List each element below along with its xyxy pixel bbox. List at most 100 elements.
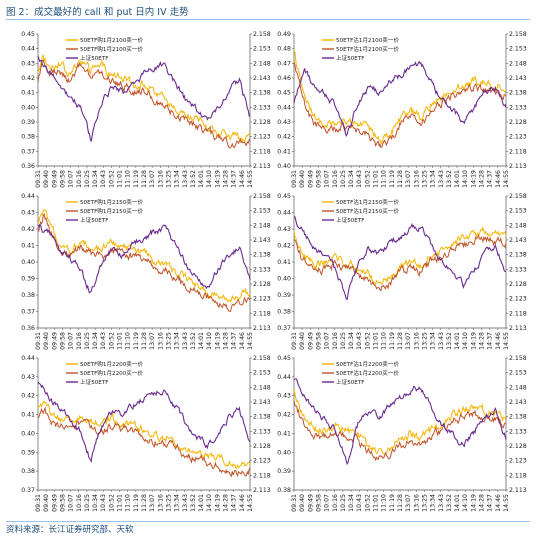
x-tick-label: 14:55 <box>247 332 254 350</box>
y-tick-label: 0.37 <box>21 148 35 155</box>
y2-tick-label: 2.118 <box>253 472 271 479</box>
y-tick-label: 0.44 <box>277 210 291 217</box>
x-tick-label: 14:01 <box>454 332 461 350</box>
y-tick-label: 0.41 <box>277 259 291 266</box>
y2-tick-label: 2.143 <box>253 399 271 406</box>
x-tick-label: 13:43 <box>438 170 445 188</box>
y2-tick-label: 2.153 <box>509 46 527 53</box>
x-tick-label: 11:10 <box>381 332 388 350</box>
y2-tick-label: 2.118 <box>253 310 271 317</box>
y2-tick-label: 2.143 <box>253 237 271 244</box>
y-tick-label: 0.45 <box>277 193 291 200</box>
x-tick-label: 11:01 <box>117 332 124 350</box>
x-tick-label: 11:28 <box>141 332 148 350</box>
x-tick-label: 10:52 <box>108 494 115 512</box>
y2-tick-label: 2.128 <box>509 443 527 450</box>
x-tick-label: 13:07 <box>405 494 412 512</box>
chart-panel-put-2200: 0.38 0.39 0.40 0.41 0.42 0.43 0.44 0.45 2.113 2.1… <box>277 355 527 512</box>
y2-tick-label: 2.138 <box>509 414 527 421</box>
y2-tick-label: 2.153 <box>253 208 271 215</box>
y2-tick-label: 2.118 <box>253 148 271 155</box>
y2-tick-label: 2.133 <box>253 428 271 435</box>
y-tick-label: 0.39 <box>21 276 35 283</box>
x-tick-label: 11:01 <box>373 332 380 350</box>
x-tick-label: 09:49 <box>51 494 58 512</box>
x-tick-label: 11:19 <box>389 332 396 350</box>
x-tick-label: 13:16 <box>413 494 420 512</box>
x-tick-label: 14:46 <box>495 170 502 188</box>
x-tick-label: 13:34 <box>174 332 181 350</box>
y2-tick-label: 2.143 <box>253 75 271 82</box>
x-tick-label: 13:16 <box>413 332 420 350</box>
x-tick-label: 10:07 <box>68 170 75 188</box>
x-tick-label: 13:52 <box>190 332 197 350</box>
y2-tick-label: 2.158 <box>509 355 527 362</box>
y2-tick-label: 2.123 <box>509 134 527 141</box>
legend-label-index: 上证50ETF <box>80 216 108 224</box>
source-note: 资料来源：长江证券研究部、天软 <box>6 525 134 535</box>
y-tick-label: 0.39 <box>277 292 291 299</box>
x-tick-label: 09:40 <box>299 332 306 350</box>
y-tick-label: 0.36 <box>21 163 35 170</box>
x-tick-label: 14:37 <box>487 170 494 188</box>
x-tick-label: 09:58 <box>315 494 322 512</box>
x-tick-label: 13:07 <box>149 332 156 350</box>
chart-panel-call-2200: 0.37 0.38 0.39 0.40 0.41 0.42 0.43 0.44 2.113 2.1… <box>21 355 271 512</box>
y-tick-label: 0.38 <box>277 487 291 494</box>
legend-label-sell: 50ETF沽1月2200卖一价 <box>336 360 399 368</box>
legend-label-buy: 50ETF购1月2100买一价 <box>80 45 143 53</box>
figure-title: 图 2：成交最好的 call 和 put 日内 IV 走势 <box>6 7 189 18</box>
y-tick-label: 0.38 <box>21 134 35 141</box>
x-tick-label: 13:43 <box>182 170 189 188</box>
series-line-buy <box>293 233 507 292</box>
y-tick-label: 0.42 <box>21 393 35 400</box>
x-tick-label: 11:19 <box>389 494 396 512</box>
y-tick-label: 0.45 <box>277 90 291 97</box>
x-tick-label: 09:49 <box>51 170 58 188</box>
x-tick-label: 10:52 <box>364 332 371 350</box>
y2-tick-label: 2.133 <box>509 266 527 273</box>
x-tick-label: 13:43 <box>182 332 189 350</box>
y2-tick-label: 2.123 <box>253 296 271 303</box>
y2-tick-label: 2.118 <box>509 310 527 317</box>
x-tick-label: 11:10 <box>125 170 132 188</box>
y2-tick-label: 2.153 <box>509 208 527 215</box>
x-tick-label: 11:01 <box>117 170 124 188</box>
x-tick-label: 13:25 <box>421 494 428 512</box>
x-tick-label: 09:31 <box>35 170 42 188</box>
series-line-sell <box>293 226 507 286</box>
y2-tick-label: 2.113 <box>253 325 271 332</box>
x-tick-label: 14:01 <box>198 494 205 512</box>
x-tick-label: 11:19 <box>389 170 396 188</box>
x-tick-label: 10:07 <box>324 170 331 188</box>
y-tick-label: 0.37 <box>21 309 35 316</box>
x-tick-label: 14:28 <box>479 170 486 188</box>
x-tick-label: 14:19 <box>470 332 477 350</box>
x-tick-label: 13:52 <box>190 494 197 512</box>
x-tick-label: 14:37 <box>487 332 494 350</box>
x-tick-label: 13:25 <box>421 170 428 188</box>
series-line-buy <box>293 61 507 148</box>
y2-tick-label: 2.113 <box>253 163 271 170</box>
x-tick-label: 14:46 <box>495 494 502 512</box>
legend-label-buy: 50ETF购1月2200买一价 <box>80 369 143 377</box>
legend-label-sell: 50ETF沽1月2150卖一价 <box>336 198 399 206</box>
y2-tick-label: 2.158 <box>509 31 527 38</box>
x-tick-label: 11:19 <box>133 332 140 350</box>
x-tick-label: 10:34 <box>92 332 99 350</box>
y-tick-label: 0.44 <box>21 46 35 53</box>
x-tick-label: 09:40 <box>43 332 50 350</box>
x-tick-label: 13:34 <box>430 170 437 188</box>
x-tick-label: 14:28 <box>223 170 230 188</box>
x-tick-label: 11:19 <box>133 494 140 512</box>
x-tick-label: 14:28 <box>223 494 230 512</box>
legend-label-sell: 50ETF购1月2100卖一价 <box>80 36 143 44</box>
y2-tick-label: 2.118 <box>509 148 527 155</box>
y2-tick-label: 2.153 <box>253 370 271 377</box>
y-tick-label: 0.42 <box>21 226 35 233</box>
x-tick-label: 09:58 <box>59 332 66 350</box>
series-line-sell <box>37 54 251 143</box>
x-tick-label: 09:49 <box>307 494 314 512</box>
